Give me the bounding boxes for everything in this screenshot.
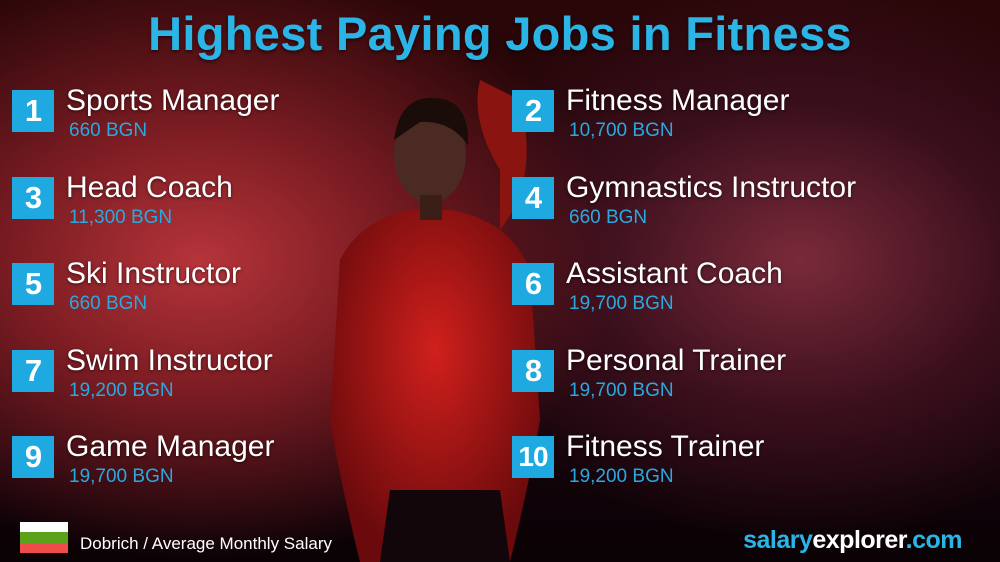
athlete-photo [330,80,540,562]
page-title: Highest Paying Jobs in Fitness [148,7,852,60]
job-title: Head Coach [66,170,233,204]
job-item: 1 Sports Manager 660 BGN [12,84,492,158]
job-title: Fitness Trainer [566,430,765,463]
rank-badge: 1 [12,90,54,132]
job-item: 3 Head Coach 11,300 BGN [12,171,492,245]
job-title: Game Manager [66,430,275,463]
rank-badge: 2 [512,90,554,132]
location-label: Dobrich / Average Monthly Salary [80,534,332,553]
job-salary: 660 BGN [69,120,148,141]
job-item: 6 Assistant Coach 19,700 BGN [512,257,992,331]
job-item: 7 Swim Instructor 19,200 BGN [12,344,492,418]
job-item: 4 Gymnastics Instructor 660 BGN [512,171,992,245]
rank-badge: 6 [512,263,554,305]
job-item: 9 Game Manager 19,700 BGN [12,430,492,504]
job-item: 10 Fitness Trainer 19,200 BGN [512,430,992,504]
job-title: Personal Trainer [566,343,787,377]
job-title: Assistant Coach [566,257,783,290]
job-salary: 19,700 BGN [69,466,174,487]
job-salary: 19,700 BGN [569,293,674,314]
job-title: Fitness Manager [566,84,790,117]
job-salary: 19,700 BGN [569,379,674,401]
job-salary: 660 BGN [569,206,648,228]
rank-badge: 8 [512,349,554,392]
job-salary: 19,200 BGN [569,466,674,487]
rank-badge: 9 [12,436,54,478]
rank-badge: 4 [512,176,554,219]
job-salary: 11,300 BGN [69,206,173,228]
job-item: 8 Personal Trainer 19,700 BGN [512,344,992,418]
job-salary: 660 BGN [69,293,148,314]
bulgaria-flag-icon [20,522,68,553]
job-salary: 10,700 BGN [569,120,674,141]
job-title: Ski Instructor [66,257,242,290]
rank-badge: 5 [12,263,54,305]
job-title: Gymnastics Instructor [566,170,857,204]
job-item: 2 Fitness Manager 10,700 BGN [512,84,992,158]
rank-badge: 7 [12,349,54,392]
rank-badge: 3 [12,176,54,219]
job-item: 5 Ski Instructor 660 BGN [12,257,492,331]
job-salary: 19,200 BGN [69,379,174,401]
job-title: Sports Manager [66,84,280,117]
job-title: Swim Instructor [66,343,273,377]
rank-badge: 10 [512,436,554,478]
brand-logo: salaryexplorer.com [743,526,962,554]
